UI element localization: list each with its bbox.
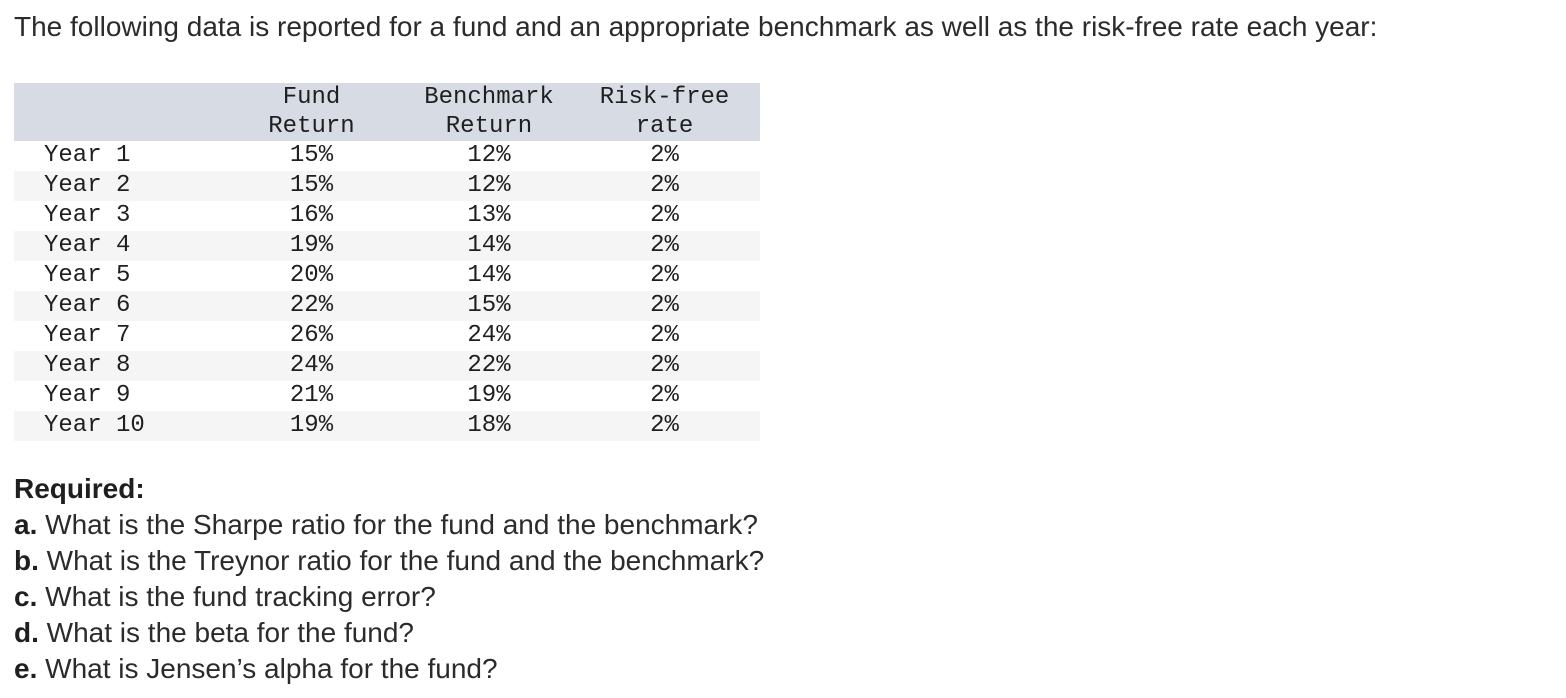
question-a: a. What is the Sharpe ratio for the fund… [14,507,764,543]
year-label: Year 10 [44,412,145,439]
question-c-text: What is the fund tracking error? [45,581,436,612]
question-c-prefix: c. [14,581,38,612]
fund-return-value: 26% [289,322,334,349]
year-label: Year 3 [44,202,131,229]
question-c: c. What is the fund tracking error? [14,579,764,615]
header-row: Fund Return Benchmark Return Risk-free r… [14,83,760,141]
benchmark-return-value: 14% [467,262,511,289]
question-e: e. What is Jensen’s alpha for the fund? [14,651,764,687]
table-row: Year 2 15% 12% 2% [14,171,760,201]
year-label: Year 9 [44,382,131,409]
year-label: Year 8 [44,352,131,379]
intro-text: The following data is reported for a fun… [14,11,1378,42]
benchmark-return-value: 19% [467,382,511,409]
fund-return-value: 19% [289,232,334,259]
question-e-text: What is Jensen’s alpha for the fund? [45,653,498,684]
year-label: Year 6 [44,292,131,319]
year-label: Year 7 [44,322,131,349]
benchmark-return-value: 22% [467,352,511,379]
risk-free-rate-value: 2% [650,322,679,349]
table-row: Year 1 15% 12% 2% [14,141,760,171]
table-row: Year 6 22% 15% 2% [14,291,760,321]
fund-return-value: 21% [289,382,334,409]
header-fund-return: Fund Return [214,83,409,141]
table-row: Year 4 19% 14% 2% [14,231,760,261]
year-label: Year 2 [44,172,131,199]
table-row: Year 5 20% 14% 2% [14,261,760,291]
fund-return-value: 16% [289,202,334,229]
required-heading: Required: [14,473,145,504]
fund-return-value: 20% [289,262,334,289]
risk-free-rate-value: 2% [650,142,679,169]
question-a-text: What is the Sharpe ratio for the fund an… [45,509,759,540]
fund-return-value: 22% [289,292,334,319]
table-row: Year 8 24% 22% 2% [14,351,760,381]
risk-free-rate-value: 2% [650,412,679,439]
risk-free-rate-value: 2% [650,172,679,199]
benchmark-return-value: 18% [467,412,511,439]
benchmark-return-value: 24% [467,322,511,349]
risk-free-rate-value: 2% [650,202,679,229]
returns-table: Fund Return Benchmark Return Risk-free r… [14,83,760,441]
question-b-prefix: b. [14,545,39,576]
header-benchmark-return: Benchmark Return [409,83,569,141]
year-label: Year 5 [44,262,131,289]
question-d: d. What is the beta for the fund? [14,615,764,651]
benchmark-return-value: 13% [467,202,511,229]
year-label: Year 4 [44,232,131,259]
risk-free-rate-value: 2% [650,382,679,409]
benchmark-return-value: 15% [467,292,511,319]
question-b: b. What is the Treynor ratio for the fun… [14,543,764,579]
risk-free-rate-value: 2% [650,352,679,379]
question-d-prefix: d. [14,617,39,648]
header-risk-free-rate: Risk-free rate [569,83,760,141]
header-empty [14,83,214,141]
question-b-text: What is the Treynor ratio for the fund a… [46,545,765,576]
risk-free-rate-value: 2% [650,232,679,259]
question-d-text: What is the beta for the fund? [46,617,415,648]
risk-free-rate-value: 2% [650,292,679,319]
fund-return-value: 15% [289,142,334,169]
returns-table-body: Year 1 15% 12% 2% Year 2 15% 12% 2% Year… [14,141,760,441]
table-row: Year 3 16% 13% 2% [14,201,760,231]
benchmark-return-value: 12% [467,172,511,199]
question-e-prefix: e. [14,653,38,684]
fund-return-value: 19% [289,412,334,439]
risk-free-rate-value: 2% [650,262,679,289]
benchmark-return-value: 12% [467,142,511,169]
table-row: Year 9 21% 19% 2% [14,381,760,411]
question-a-prefix: a. [14,509,38,540]
benchmark-return-value: 14% [467,232,511,259]
returns-table-header: Fund Return Benchmark Return Risk-free r… [14,83,760,141]
table-row: Year 10 19% 18% 2% [14,411,760,441]
fund-return-value: 15% [289,172,334,199]
fund-return-value: 24% [289,352,334,379]
year-label: Year 1 [44,142,131,169]
table-row: Year 7 26% 24% 2% [14,321,760,351]
required-section: Required: a. What is the Sharpe ratio fo… [14,471,764,687]
